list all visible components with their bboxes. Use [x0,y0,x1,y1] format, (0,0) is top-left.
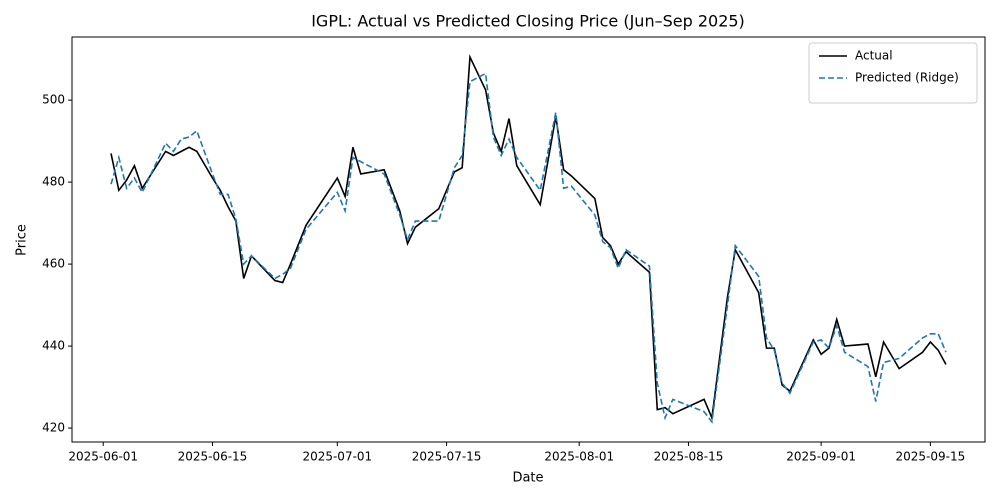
x-tick-label: 2025-09-01 [786,450,856,464]
y-tick-label: 480 [42,175,65,189]
x-tick-label: 2025-08-01 [544,450,614,464]
x-axis-label: Date [512,471,543,486]
legend-label: Actual [855,49,893,63]
y-tick-label: 440 [42,339,65,353]
x-tick-label: 2025-07-01 [302,450,372,464]
x-tick-label: 2025-08-15 [654,450,724,464]
x-tick-label: 2025-09-15 [896,450,966,464]
x-tick-label: 2025-06-15 [178,450,248,464]
x-tick-label: 2025-07-15 [412,450,482,464]
plot-frame [71,36,986,443]
x-tick-label: 2025-06-01 [68,450,138,464]
line-series [110,72,947,424]
legend-label: Predicted (Ridge) [855,71,959,85]
y-tick-label: 460 [42,257,65,271]
y-tick-label: 420 [42,421,65,435]
line-series [110,54,947,421]
legend-box [808,42,978,104]
y-axis-label: Price [15,224,30,256]
y-tick-label: 500 [42,93,65,107]
chart-title: IGPL: Actual vs Predicted Closing Price … [311,12,745,31]
